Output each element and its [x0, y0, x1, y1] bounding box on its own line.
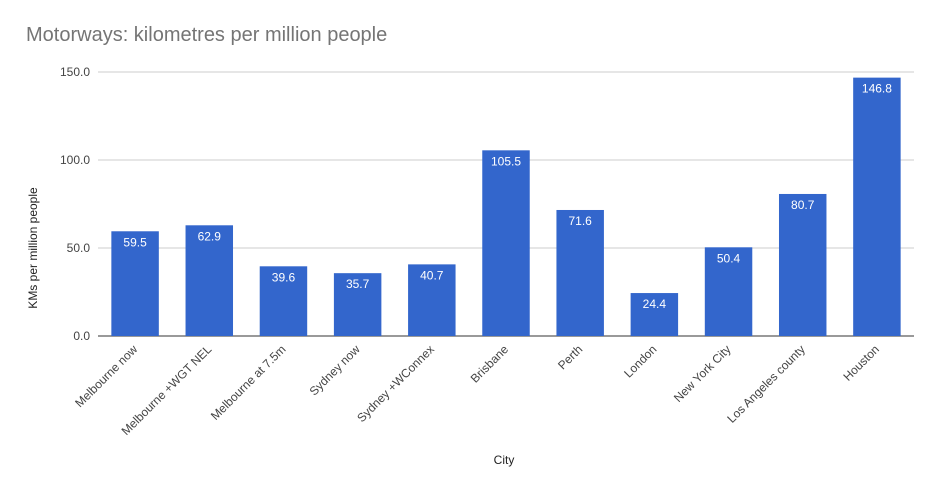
bar[interactable]	[111, 231, 159, 336]
y-axis-title: KMs per million people	[26, 187, 40, 309]
data-label: 50.4	[717, 251, 741, 265]
x-tick-label: Houston	[841, 342, 883, 384]
x-tick-label: Sydney +WConnex	[354, 342, 437, 425]
bar[interactable]	[778, 193, 827, 336]
data-label: 105.5	[491, 154, 521, 168]
x-tick-label: Melbourne at 7.5m	[208, 342, 289, 423]
data-label: 71.6	[569, 214, 593, 228]
data-label: 59.5	[123, 235, 147, 249]
data-label: 62.9	[198, 229, 222, 243]
bars	[111, 77, 901, 337]
x-tick-label: New York City	[671, 342, 734, 405]
bar[interactable]	[556, 209, 604, 336]
data-label: 80.7	[791, 198, 815, 212]
data-label: 35.7	[346, 277, 370, 291]
x-tick-label: Melbourne now	[72, 342, 140, 410]
bar[interactable]	[482, 150, 530, 336]
x-tick-label: Sydney now	[307, 342, 363, 398]
bar[interactable]	[333, 273, 382, 336]
x-tick-label: Brisbane	[468, 342, 512, 386]
bar[interactable]	[259, 266, 308, 336]
x-tick-label: Perth	[555, 342, 585, 372]
bar[interactable]	[704, 247, 753, 336]
y-tick-label: 0.0	[73, 329, 90, 343]
bar[interactable]	[185, 225, 234, 336]
bar[interactable]	[853, 77, 901, 337]
data-labels: 59.5 62.9 39.6 35.7 40.7 105.5 71.6 24.4 50.4 80.…	[123, 82, 892, 311]
x-tick-label: London	[621, 342, 659, 380]
bar[interactable]	[630, 293, 679, 336]
y-tick-label: 100.0	[60, 153, 90, 167]
data-label: 40.7	[420, 268, 444, 282]
data-label: 39.6	[272, 270, 296, 284]
y-tick-label: 50.0	[67, 241, 91, 255]
chart-title: Motorways: kilometres per million people	[26, 24, 388, 46]
data-label: 24.4	[643, 297, 667, 311]
x-axis-title: City	[494, 453, 515, 467]
x-tick-label: Los Angeles county	[724, 342, 807, 425]
bar[interactable]	[408, 264, 456, 336]
data-label: 146.8	[862, 82, 892, 96]
y-tick-label: 150.0	[60, 65, 90, 79]
y-axis-ticks: 0.0 50.0 100.0 150.0	[60, 65, 90, 343]
